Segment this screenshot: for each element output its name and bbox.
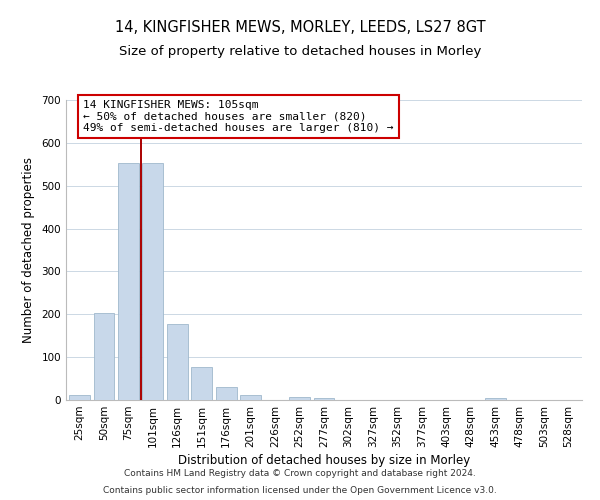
Text: Size of property relative to detached houses in Morley: Size of property relative to detached ho… [119, 45, 481, 58]
Y-axis label: Number of detached properties: Number of detached properties [22, 157, 35, 343]
Bar [289, 396, 310, 400]
Bar [485, 398, 506, 400]
Bar [314, 398, 334, 400]
Text: 14, KINGFISHER MEWS, MORLEY, LEEDS, LS27 8GT: 14, KINGFISHER MEWS, MORLEY, LEEDS, LS27… [115, 20, 485, 35]
Text: Contains HM Land Registry data © Crown copyright and database right 2024.: Contains HM Land Registry data © Crown c… [124, 468, 476, 477]
Bar [118, 163, 139, 400]
Text: 14 KINGFISHER MEWS: 105sqm
← 50% of detached houses are smaller (820)
49% of sem: 14 KINGFISHER MEWS: 105sqm ← 50% of deta… [83, 100, 394, 133]
Bar [94, 314, 114, 400]
Bar [142, 163, 163, 400]
Bar [167, 324, 188, 400]
Bar [216, 387, 236, 400]
Bar [240, 395, 261, 400]
Bar [69, 395, 90, 400]
Text: Contains public sector information licensed under the Open Government Licence v3: Contains public sector information licen… [103, 486, 497, 495]
X-axis label: Distribution of detached houses by size in Morley: Distribution of detached houses by size … [178, 454, 470, 467]
Bar [191, 366, 212, 400]
